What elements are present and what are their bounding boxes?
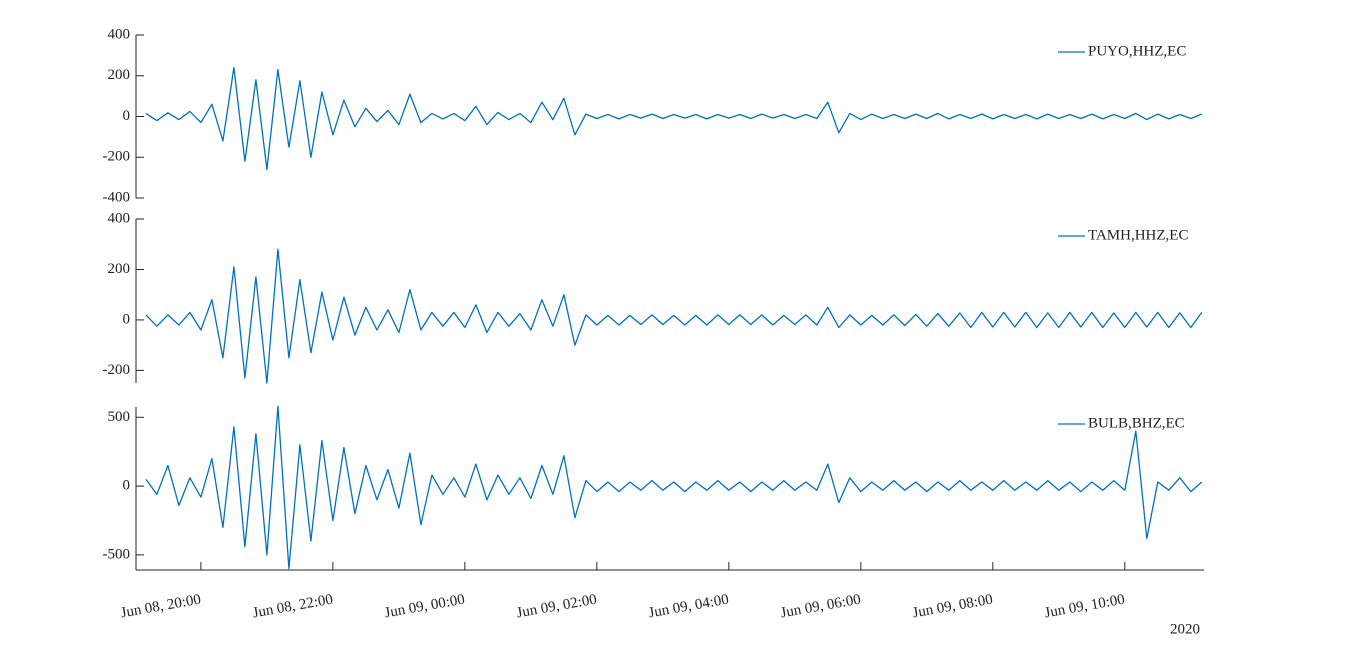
y-tick-label: -200 [103,362,131,378]
x-tick-label: Jun 09, 04:00 [647,592,730,622]
x-tick-label: Jun 08, 20:00 [119,592,202,622]
y-tick-label: 0 [123,478,131,494]
y-tick-label: -400 [103,189,131,205]
trace [145,66,1203,171]
trace [145,248,1203,384]
y-tick-label: 200 [108,261,131,277]
legend-label: PUYO,HHZ,EC [1088,43,1186,59]
y-tick-label: -500 [103,546,131,562]
y-tick-label: 200 [108,67,131,83]
x-tick-label: Jun 09, 02:00 [515,592,598,622]
trace [145,405,1203,570]
x-tick-label: Jun 09, 10:00 [1043,592,1126,622]
y-tick-label: 400 [108,26,131,42]
x-tick-label: Jun 08, 22:00 [251,592,334,622]
y-tick-label: 500 [108,409,131,425]
y-tick-label: -200 [103,149,131,165]
x-secondary-label: 2020 [1170,621,1200,637]
legend-label: BULB,BHZ,EC [1088,415,1185,431]
x-tick-label: Jun 09, 08:00 [911,592,994,622]
x-tick-label: Jun 09, 06:00 [779,592,862,622]
y-tick-label: 0 [123,108,131,124]
legend-label: TAMH,HHZ,EC [1088,227,1188,243]
y-tick-label: 400 [108,210,131,226]
x-tick-label: Jun 09, 00:00 [383,592,466,622]
y-tick-label: 0 [123,311,131,327]
